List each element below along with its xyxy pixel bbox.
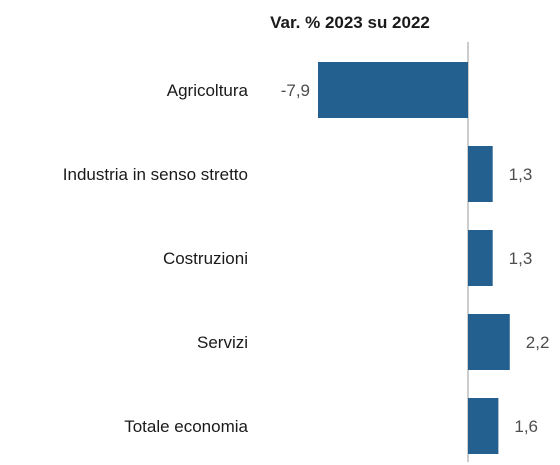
value-label-industria-in-senso-stretto: 1,3 [509, 165, 533, 184]
category-label-industria-in-senso-stretto: Industria in senso stretto [63, 165, 248, 184]
category-label-costruzioni: Costruzioni [163, 249, 248, 268]
bar-servizi [468, 314, 510, 370]
category-label-servizi: Servizi [197, 333, 248, 352]
value-label-agricoltura: -7,9 [281, 81, 310, 100]
chart-title: Var. % 2023 su 2022 [270, 13, 430, 32]
category-label-totale-economia: Totale economia [124, 417, 248, 436]
value-label-costruzioni: 1,3 [509, 249, 533, 268]
bar-costruzioni [468, 230, 493, 286]
bars-group [318, 62, 510, 454]
value-label-servizi: 2,2 [526, 333, 550, 352]
category-labels: Agricoltura Industria in senso stretto Cos… [63, 81, 249, 436]
bar-agricoltura [318, 62, 468, 118]
value-label-totale-economia: 1,6 [514, 417, 538, 436]
bar-industria-in-senso-stretto [468, 146, 493, 202]
value-labels: -7,9 1,3 1,3 2,2 1,6 [281, 81, 550, 436]
category-label-agricoltura: Agricoltura [167, 81, 249, 100]
bar-totale-economia [468, 398, 499, 454]
